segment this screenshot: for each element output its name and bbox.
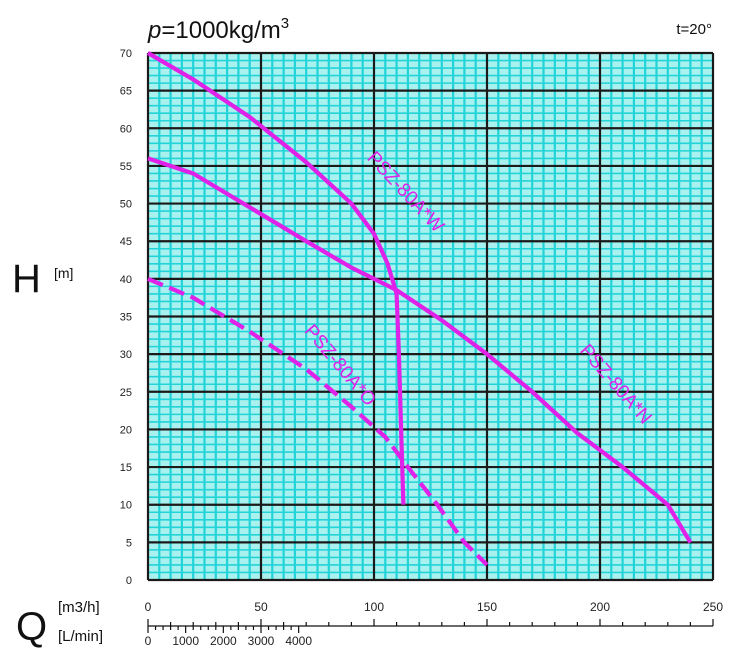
y-tick-label: 45: [120, 236, 132, 248]
y-axis-label: H [m]: [12, 257, 73, 301]
y-tick-label: 55: [120, 161, 132, 173]
y-tick-label: 0: [126, 575, 132, 587]
x-axis-label: Q [m3/h] [L/min]: [16, 599, 103, 649]
curve-line: [147, 276, 489, 567]
y-tick-label: 15: [120, 462, 132, 474]
y-tick-label: 40: [120, 274, 132, 286]
x-axis-unit-secondary: [L/min]: [58, 628, 103, 645]
y-tick-label: 65: [120, 86, 132, 98]
y-tick-label: 30: [120, 349, 132, 361]
y-tick-label: 35: [120, 312, 132, 324]
y-tick-label: 70: [120, 48, 132, 60]
y-tick-label: 50: [120, 199, 132, 211]
chart-title-symbol: p: [147, 17, 161, 44]
curve-line: [147, 156, 693, 544]
x-secondary-tick-label: 0: [145, 634, 152, 648]
x-secondary-tick-label: 2000: [210, 634, 237, 648]
chart-title-exponent: 3: [281, 15, 289, 32]
x-axis-secondary: 0 1000 2000 3000 4000: [145, 626, 312, 648]
y-axis-title: H: [12, 257, 41, 301]
x-tick-label: 150: [477, 600, 497, 614]
y-tick-label: 25: [120, 387, 132, 399]
x-axis-title: Q: [16, 605, 47, 649]
y-tick-label: 20: [120, 424, 132, 436]
y-tick-label: 5: [126, 537, 132, 549]
chart-title-value: =1000kg/m: [161, 17, 280, 44]
y-ticks: 0 5 10 15 20 25 30 35 40 45 50 55 60 65 70: [120, 48, 132, 587]
x-tick-label: 100: [364, 600, 384, 614]
y-tick-label: 10: [120, 500, 132, 512]
grid: [146, 51, 715, 582]
chart-header: p=1000kg/m3 t=20°: [147, 15, 712, 44]
x-tick-label: 50: [254, 600, 268, 614]
x-secondary-tick-label: 4000: [285, 634, 312, 648]
curves: [146, 51, 693, 567]
x-tick-label: 200: [590, 600, 610, 614]
x-axis-primary: 0 50 100 150 200 250: [145, 600, 723, 627]
y-tick-label: 60: [120, 123, 132, 135]
x-tick-label: 0: [145, 600, 152, 614]
x-secondary-tick-label: 3000: [248, 634, 275, 648]
x-secondary-tick-label: 1000: [172, 634, 199, 648]
temperature-label: t=20°: [676, 21, 712, 38]
y-axis-unit: [m]: [54, 265, 73, 281]
x-axis-unit-primary: [m3/h]: [58, 599, 100, 616]
x-tick-label: 250: [703, 600, 723, 614]
curve-line: [146, 51, 406, 505]
chart-title: p=1000kg/m3: [147, 15, 289, 44]
